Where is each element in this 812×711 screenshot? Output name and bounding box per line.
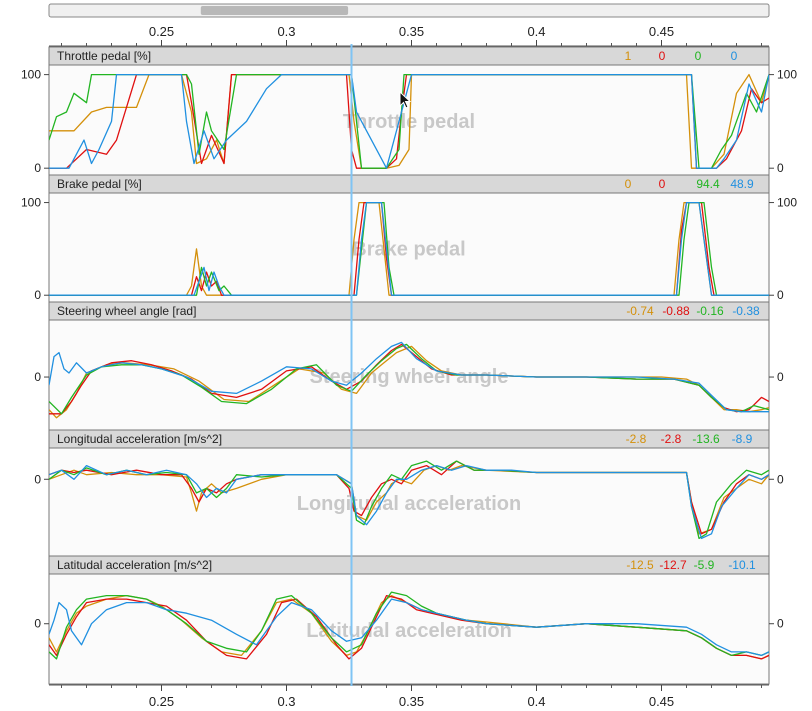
bottom-x-tick-label: 0.35 <box>399 694 424 709</box>
series-readout-2: -12.7 <box>659 558 687 572</box>
bottom-x-tick-label: 0.3 <box>277 694 295 709</box>
y-tick-label-right: 100 <box>777 68 797 82</box>
panel-header <box>48 46 770 66</box>
series-line-2 <box>49 460 769 535</box>
y-tick-label-left: 0 <box>34 617 41 631</box>
top-x-tick-label: 0.3 <box>277 24 295 39</box>
series-readout-3: 0 <box>695 49 702 63</box>
plot-area[interactable] <box>48 192 770 303</box>
series-readout-3: 94.4 <box>696 177 720 191</box>
panel-header <box>48 301 770 321</box>
plot-area[interactable] <box>48 319 770 431</box>
panel-header <box>48 555 770 575</box>
series-readout-1: -2.8 <box>626 432 647 446</box>
y-tick-label-left: 0 <box>34 161 41 175</box>
scrollbar-thumb[interactable] <box>200 6 349 15</box>
y-tick-label-right: 0 <box>777 472 784 486</box>
bottom-x-tick-label: 0.45 <box>649 694 674 709</box>
y-tick-label-left: 100 <box>21 196 41 210</box>
series-line-4 <box>49 341 769 413</box>
series-readout-3: -5.9 <box>694 558 715 572</box>
panel-watermark: Latitudal acceleration <box>306 620 512 642</box>
chart-panel-2[interactable]: Brake pedal [%] 0 0 94.4 48.9 Brake pedal 0 0 10… <box>21 174 797 303</box>
panel-title: Steering wheel angle [rad] <box>57 304 196 318</box>
series-readout-1: 1 <box>625 49 632 63</box>
series-readout-4: 48.9 <box>730 177 754 191</box>
top-x-tick-label: 0.4 <box>527 24 545 39</box>
plot-area[interactable] <box>48 573 770 685</box>
scrollbar-track[interactable] <box>48 3 770 18</box>
series-readout-4: 0 <box>731 49 738 63</box>
panel-title: Throttle pedal [%] <box>57 49 151 63</box>
panel-header <box>48 174 770 194</box>
y-tick-label-right: 0 <box>777 288 784 302</box>
top-x-tick-label: 0.25 <box>149 24 174 39</box>
plot-area[interactable] <box>48 447 770 557</box>
series-line-3 <box>49 343 769 415</box>
top-x-tick-label: 0.35 <box>399 24 424 39</box>
panel-watermark: Longitudal acceleration <box>297 493 521 515</box>
y-tick-label-left: 100 <box>21 68 41 82</box>
panel-title: Latitudal acceleration [m/s^2] <box>57 558 212 572</box>
y-tick-label-left: 0 <box>34 288 41 302</box>
panel-watermark: Brake pedal <box>352 239 465 261</box>
y-tick-label-left: 0 <box>34 472 41 486</box>
arrow-cursor-icon <box>399 90 412 109</box>
chart-panel-3[interactable]: Steering wheel angle [rad] -0.74 -0.88 -0.1… <box>34 301 784 431</box>
series-readout-4: -10.1 <box>728 558 756 572</box>
chart-panel-4[interactable]: Longitudal acceleration [m/s^2] -2.8 -2.8-… <box>34 429 784 557</box>
series-line-4 <box>49 201 769 296</box>
y-tick-label-right: 0 <box>777 617 784 631</box>
series-readout-2: -2.8 <box>661 432 682 446</box>
chart-panel-5[interactable]: Latitudal acceleration [m/s^2] -12.5 -12.7… <box>34 555 784 685</box>
panel-header <box>48 429 770 449</box>
series-readout-1: 0 <box>625 177 632 191</box>
y-tick-label-right: 100 <box>777 196 797 210</box>
series-readout-3: -0.16 <box>696 304 724 318</box>
series-readout-1: -12.5 <box>626 558 654 572</box>
series-readout-4: -0.38 <box>732 304 760 318</box>
top-x-tick-label: 0.45 <box>649 24 674 39</box>
series-readout-3: -13.6 <box>692 432 720 446</box>
panel-title: Brake pedal [%] <box>57 177 142 191</box>
bottom-x-tick-label: 0.25 <box>149 694 174 709</box>
series-line-4 <box>49 464 769 540</box>
series-readout-2: -0.88 <box>662 304 690 318</box>
series-line-3 <box>49 591 769 660</box>
y-tick-label-right: 0 <box>777 161 784 175</box>
panel-title: Longitudal acceleration [m/s^2] <box>57 432 222 446</box>
y-tick-label-right: 0 <box>777 370 784 384</box>
panel-watermark: Throttle pedal <box>343 111 475 133</box>
series-line-4 <box>49 73 769 169</box>
series-readout-2: 0 <box>659 49 666 63</box>
series-readout-2: 0 <box>659 177 666 191</box>
series-readout-4: -8.9 <box>732 432 753 446</box>
series-line-4 <box>49 598 769 657</box>
y-tick-label-left: 0 <box>34 370 41 384</box>
series-readout-1: -0.74 <box>626 304 654 318</box>
bottom-x-tick-label: 0.4 <box>527 694 545 709</box>
